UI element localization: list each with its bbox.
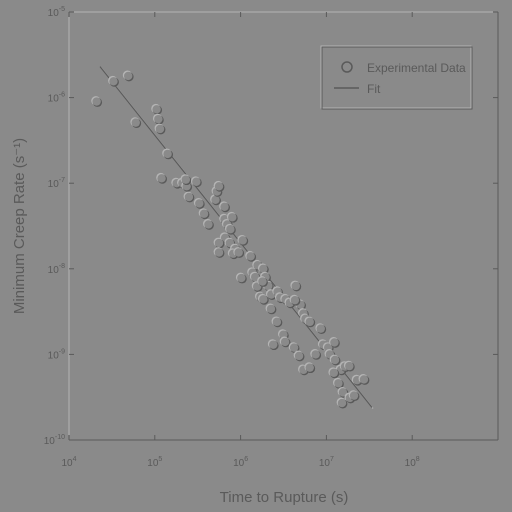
data-point (156, 172, 167, 184)
data-point (336, 397, 348, 409)
data-point (130, 117, 142, 129)
data-point (288, 342, 300, 354)
data-point (219, 201, 230, 213)
y-tick-label-3: 10-8 (48, 263, 65, 276)
data-point (233, 247, 245, 258)
data-point (257, 263, 269, 275)
data-point (348, 390, 360, 402)
data-point (304, 362, 316, 374)
data-point (190, 176, 202, 188)
data-point (193, 198, 205, 209)
data-point (343, 360, 355, 372)
data-point (203, 219, 214, 230)
y-tick-label-2: 10-7 (48, 177, 65, 190)
data-point (154, 123, 166, 135)
y-tick-label-1: 10-6 (48, 92, 65, 105)
plot-frame (68, 11, 499, 441)
data-point (267, 339, 279, 351)
legend-marker-experimental (341, 61, 353, 73)
legend-box-shadow (321, 46, 473, 110)
data-point (249, 271, 261, 283)
data-point (198, 208, 210, 220)
data-point (315, 323, 327, 335)
data-point (152, 113, 164, 125)
data-point (226, 211, 238, 223)
data-point (180, 174, 192, 186)
data-point (224, 223, 236, 235)
data-point (213, 247, 225, 258)
y-tick-label-4: 10-9 (48, 348, 65, 361)
data-point (279, 336, 291, 348)
data-point (91, 96, 103, 107)
data-point (245, 250, 257, 262)
data-points-layer (91, 70, 370, 409)
x-tick-label-2: 106 (233, 456, 248, 469)
legend-label-fit: Fit (367, 82, 381, 96)
data-point (304, 316, 316, 328)
data-point (289, 294, 301, 306)
data-point (328, 367, 340, 379)
x-tick-label-3: 107 (319, 456, 334, 469)
data-point (162, 148, 174, 160)
y-axis-label: Minimum Creep Rate (s⁻¹) (11, 138, 28, 314)
data-point (235, 272, 247, 284)
data-point (265, 303, 277, 315)
data-point (333, 377, 344, 389)
x-tick-label-0: 104 (61, 456, 76, 469)
data-point (257, 293, 269, 305)
x-tick-label-4: 108 (405, 456, 420, 469)
legend-label-experimental: Experimental Data (367, 61, 466, 75)
tick-labels: 104 105 106 107 108 10-5 10-6 10-7 10-8 10-9 10-10 (44, 6, 420, 469)
y-tick-label-0: 10-5 (48, 6, 65, 19)
data-point (329, 354, 341, 366)
axis-ticks (68, 11, 498, 441)
data-point (293, 350, 305, 362)
data-point (213, 237, 225, 249)
data-point (290, 280, 302, 292)
data-point (329, 337, 340, 348)
data-point (183, 191, 195, 203)
data-point (108, 75, 119, 87)
data-point (358, 374, 370, 385)
data-point (122, 70, 134, 82)
data-point (213, 180, 225, 192)
legend-box (320, 45, 472, 109)
legend: Experimental Data Fit (320, 45, 473, 110)
data-point (271, 316, 283, 328)
y-tick-label-5: 10-10 (44, 434, 65, 447)
data-point (257, 276, 268, 287)
data-point (310, 349, 322, 360)
data-point (237, 234, 249, 246)
x-tick-label-1: 105 (147, 456, 162, 469)
x-axis-label: Time to Rupture (s) (220, 489, 349, 506)
data-point (151, 103, 163, 115)
